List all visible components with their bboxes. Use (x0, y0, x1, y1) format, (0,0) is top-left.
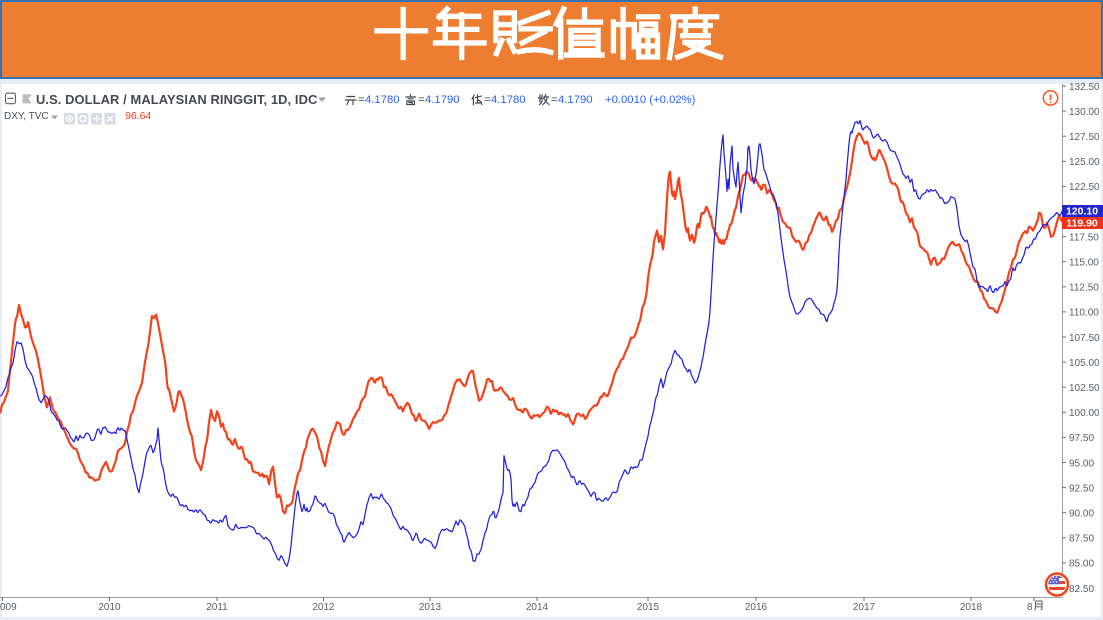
svg-text:119.90: 119.90 (1066, 218, 1098, 230)
svg-text:2015: 2015 (637, 602, 660, 613)
svg-text:=: = (484, 94, 491, 106)
svg-text:95.00: 95.00 (1069, 458, 1094, 469)
svg-text:100.00: 100.00 (1069, 408, 1100, 419)
svg-text:130.00: 130.00 (1069, 107, 1100, 118)
svg-text:2010: 2010 (98, 602, 121, 613)
svg-text:2014: 2014 (526, 602, 549, 613)
svg-text:120.10: 120.10 (1066, 206, 1098, 218)
svg-text:97.50: 97.50 (1069, 433, 1094, 444)
svg-text:105.00: 105.00 (1069, 358, 1100, 369)
svg-text:132.50: 132.50 (1069, 82, 1100, 93)
svg-text:90.00: 90.00 (1069, 509, 1094, 520)
svg-text:8: 8 (1027, 602, 1033, 613)
svg-text:107.50: 107.50 (1069, 333, 1100, 344)
svg-text:4.1790: 4.1790 (558, 94, 593, 106)
svg-text:85.00: 85.00 (1069, 559, 1094, 570)
svg-text:4.1780: 4.1780 (491, 94, 526, 106)
svg-text:2017: 2017 (853, 602, 876, 613)
svg-text:4.1790: 4.1790 (425, 94, 460, 106)
svg-text:=: = (358, 94, 365, 106)
svg-text:125.00: 125.00 (1069, 157, 1100, 168)
svg-text:2012: 2012 (312, 602, 335, 613)
svg-text:4.1780: 4.1780 (365, 94, 400, 106)
svg-text:2016: 2016 (745, 602, 768, 613)
svg-text:115.00: 115.00 (1069, 258, 1099, 269)
svg-text:102.50: 102.50 (1069, 383, 1100, 394)
svg-text:2018: 2018 (960, 602, 983, 613)
svg-text:=: = (418, 94, 425, 106)
svg-text:009: 009 (0, 602, 17, 613)
svg-text:110.00: 110.00 (1069, 308, 1099, 319)
svg-text:112.50: 112.50 (1069, 283, 1099, 294)
svg-text:=: = (551, 94, 558, 106)
svg-text:2013: 2013 (419, 602, 442, 613)
svg-text:87.50: 87.50 (1069, 534, 1094, 545)
svg-text:+0.0010 (+0.02%): +0.0010 (+0.02%) (605, 94, 696, 106)
svg-text:122.50: 122.50 (1069, 182, 1100, 193)
svg-text:127.50: 127.50 (1069, 132, 1100, 143)
svg-text:92.50: 92.50 (1069, 483, 1094, 494)
svg-text:2011: 2011 (206, 602, 228, 613)
svg-text:117.50: 117.50 (1069, 232, 1099, 243)
svg-text:82.50: 82.50 (1069, 584, 1094, 595)
